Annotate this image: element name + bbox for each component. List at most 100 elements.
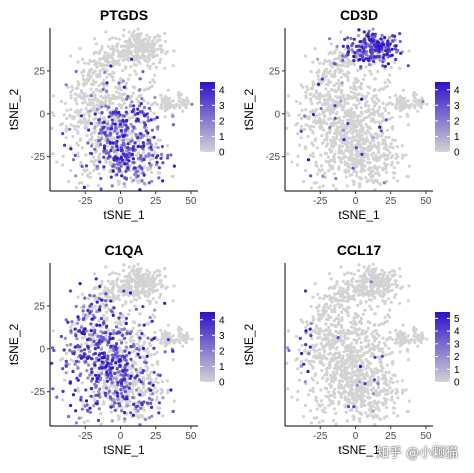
cell-point bbox=[85, 408, 89, 412]
cell-point bbox=[83, 100, 87, 104]
cell-point bbox=[134, 274, 138, 278]
cell-point bbox=[398, 274, 402, 279]
cell-point bbox=[177, 325, 181, 329]
cell-point bbox=[99, 187, 103, 191]
cell-point bbox=[150, 41, 155, 45]
cell-point bbox=[313, 93, 317, 97]
cell-point bbox=[101, 331, 105, 335]
cell-point bbox=[52, 348, 56, 353]
cell-point bbox=[134, 289, 138, 293]
cell-point bbox=[90, 370, 94, 374]
cell-point bbox=[123, 397, 127, 401]
cell-point bbox=[383, 315, 387, 320]
cell-point bbox=[352, 103, 356, 107]
legend-tick-label: 2 bbox=[219, 116, 225, 127]
cell-point bbox=[129, 280, 133, 284]
cell-point bbox=[346, 271, 350, 275]
cell-point bbox=[336, 121, 341, 125]
cell-point bbox=[373, 188, 377, 192]
cell-point bbox=[384, 164, 388, 168]
cell-point bbox=[370, 175, 374, 179]
cell-point bbox=[152, 111, 156, 115]
cell-point bbox=[306, 134, 310, 139]
cell-point bbox=[353, 113, 357, 117]
cell-point bbox=[178, 106, 182, 110]
legend-tick-label: 4 bbox=[219, 85, 225, 96]
cell-point bbox=[120, 409, 124, 413]
cell-point bbox=[181, 109, 185, 113]
cell-point bbox=[83, 61, 87, 65]
cell-point bbox=[391, 171, 395, 175]
cell-point bbox=[310, 102, 314, 106]
cell-point bbox=[369, 170, 374, 174]
cell-point bbox=[330, 65, 334, 69]
cell-point bbox=[133, 376, 137, 380]
cell-point bbox=[113, 364, 117, 368]
cell-point bbox=[88, 171, 92, 175]
cell-point bbox=[335, 44, 339, 49]
cell-point bbox=[111, 50, 116, 54]
cell-point bbox=[337, 151, 341, 155]
cell-point bbox=[364, 300, 368, 304]
cell-point bbox=[388, 101, 392, 105]
cell-point bbox=[376, 108, 380, 112]
cell-point bbox=[63, 336, 67, 340]
cell-point bbox=[365, 136, 369, 140]
cell-point bbox=[127, 40, 131, 44]
cell-point bbox=[358, 40, 362, 44]
cell-point bbox=[106, 126, 110, 130]
cell-point bbox=[125, 126, 129, 130]
cell-point bbox=[109, 344, 113, 348]
cell-point bbox=[135, 347, 139, 351]
cell-point bbox=[405, 174, 409, 179]
cell-points bbox=[50, 27, 194, 192]
cell-point bbox=[383, 36, 387, 40]
cell-point bbox=[412, 90, 416, 94]
cell-point bbox=[100, 360, 104, 364]
cell-point bbox=[95, 75, 99, 79]
cell-point bbox=[361, 312, 365, 316]
cell-point bbox=[144, 154, 148, 158]
cell-point bbox=[63, 101, 67, 105]
cell-point bbox=[122, 289, 126, 293]
cell-point bbox=[90, 144, 94, 148]
cell-point bbox=[386, 284, 390, 288]
cell-point bbox=[351, 146, 355, 150]
cell-point bbox=[346, 57, 350, 62]
y-tick-label: 25 bbox=[269, 66, 281, 77]
cell-point bbox=[146, 284, 150, 288]
cell-point bbox=[96, 334, 100, 338]
cell-point bbox=[122, 182, 126, 186]
cell-point bbox=[131, 326, 135, 330]
cell-point bbox=[374, 267, 378, 271]
cell-point bbox=[112, 376, 116, 380]
cell-point bbox=[358, 136, 362, 140]
cell-point bbox=[155, 34, 159, 38]
cell-point bbox=[131, 157, 135, 161]
cell-point bbox=[129, 285, 133, 289]
cell-point bbox=[105, 141, 109, 145]
cell-point bbox=[361, 138, 365, 143]
cell-point bbox=[362, 275, 366, 279]
cell-point bbox=[60, 122, 64, 126]
cell-point bbox=[377, 99, 381, 103]
cell-point bbox=[380, 112, 384, 116]
cell-point bbox=[65, 343, 69, 347]
cell-point bbox=[122, 143, 126, 147]
cell-point bbox=[111, 271, 115, 275]
cell-point bbox=[125, 353, 129, 358]
cell-point bbox=[347, 306, 351, 310]
cell-point bbox=[124, 123, 128, 127]
cell-point bbox=[160, 285, 164, 289]
cell-point bbox=[119, 341, 124, 345]
cell-point bbox=[127, 130, 131, 134]
cell-point bbox=[76, 386, 80, 390]
cell-point bbox=[88, 115, 92, 119]
cell-point bbox=[106, 44, 110, 48]
cell-point bbox=[97, 297, 101, 301]
cell-point bbox=[127, 30, 131, 34]
cell-point bbox=[106, 354, 110, 358]
cell-point bbox=[338, 70, 342, 74]
cell-point bbox=[144, 37, 148, 41]
cell-point bbox=[323, 171, 327, 175]
